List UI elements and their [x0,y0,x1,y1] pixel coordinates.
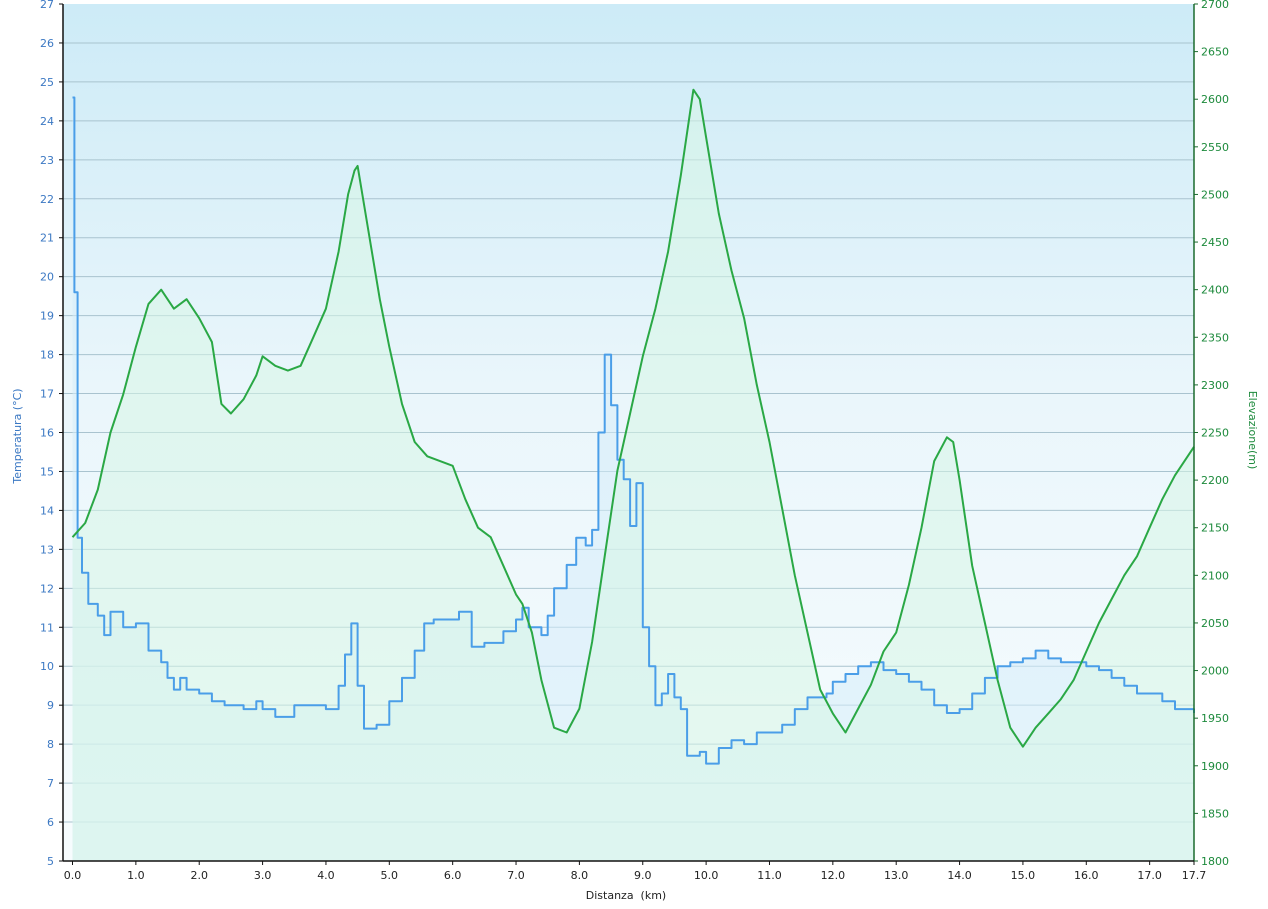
left-tick-label: 6 [47,816,54,829]
left-tick-label: 18 [40,349,54,362]
left-tick-label: 8 [47,738,54,751]
x-tick-label: 6.0 [444,869,462,882]
x-tick-label: 4.0 [317,869,335,882]
x-tick-label: 7.0 [507,869,525,882]
left-tick-label: 22 [40,193,54,206]
left-tick-label: 15 [40,465,54,478]
left-tick-label: 26 [40,37,54,50]
series-area-1 [72,89,1194,861]
right-tick-label: 2450 [1201,236,1229,249]
right-tick-label: 2250 [1201,427,1229,440]
right-tick-label: 2650 [1201,46,1229,59]
left-tick-label: 17 [40,388,54,401]
x-tick-label: 0.0 [64,869,82,882]
left-tick-label: 23 [40,154,54,167]
left-axis-title: Temperatura (°C) [11,388,24,484]
left-tick-label: 10 [40,660,54,673]
x-tick-label: 3.0 [254,869,272,882]
x-tick-label: 15.0 [1011,869,1036,882]
x-tick-label: 5.0 [381,869,399,882]
left-tick-label: 14 [40,504,54,517]
x-tick-label: 1.0 [127,869,145,882]
x-tick-label: 8.0 [571,869,589,882]
left-tick-label: 5 [47,855,54,868]
x-tick-label: 2.0 [190,869,208,882]
right-tick-label: 2200 [1201,474,1229,487]
x-axis-ticks: 0.0 1.0 2.0 3.0 4.0 5.0 6.0 7.0 8.0 9.0 10.0 11.0 12… [64,861,1206,882]
x-axis-title: Distanza (km) [586,889,666,902]
right-tick-label: 2000 [1201,665,1229,678]
left-tick-label: 7 [47,777,54,790]
x-tick-label: 16.0 [1074,869,1099,882]
right-tick-label: 2350 [1201,331,1229,344]
left-tick-label: 12 [40,582,54,595]
right-tick-label: 2400 [1201,284,1229,297]
x-tick-label: 12.0 [821,869,846,882]
right-tick-label: 2600 [1201,93,1229,106]
left-tick-label: 21 [40,232,54,245]
left-tick-label: 11 [40,621,54,634]
right-tick-label: 2100 [1201,569,1229,582]
x-tick-label: 11.0 [757,869,782,882]
left-tick-label: 16 [40,427,54,440]
right-tick-label: 2150 [1201,522,1229,535]
left-tick-label: 25 [40,76,54,89]
series-layer [71,88,1195,861]
left-tick-label: 27 [40,0,54,11]
right-tick-label: 1950 [1201,712,1229,725]
right-tick-label: 2700 [1201,0,1229,11]
right-axis-ticks: 1800 1850 1900 1950 2000 2050 2100 2150 2200 2250… [1194,0,1229,868]
right-axis-title: Elevazione(m) [1246,391,1259,470]
left-tick-label: 24 [40,115,54,128]
x-tick-label: 14.0 [947,869,972,882]
left-tick-label: 19 [40,310,54,323]
series-line-1 [71,88,1195,748]
left-tick-label: 9 [47,699,54,712]
right-tick-label: 1800 [1201,855,1229,868]
x-tick-label: 13.0 [884,869,909,882]
x-tick-label: 9.0 [634,869,652,882]
x-tick-label: 10.0 [694,869,719,882]
x-tick-label: 17.7 [1182,869,1207,882]
series-line-0 [72,96,1195,765]
right-tick-label: 1900 [1201,760,1229,773]
right-tick-label: 1850 [1201,807,1229,820]
right-tick-label: 2550 [1201,141,1229,154]
left-tick-label: 20 [40,271,54,284]
right-tick-label: 2500 [1201,188,1229,201]
right-tick-label: 2050 [1201,617,1229,630]
left-axis-ticks: 5 6 7 8 9 10 11 12 13 14 15 16 17 18 19 20 21 22 23 24 25 26 2… [40,0,63,868]
x-tick-label: 17.0 [1137,869,1162,882]
left-tick-label: 13 [40,543,54,556]
right-tick-label: 2300 [1201,379,1229,392]
